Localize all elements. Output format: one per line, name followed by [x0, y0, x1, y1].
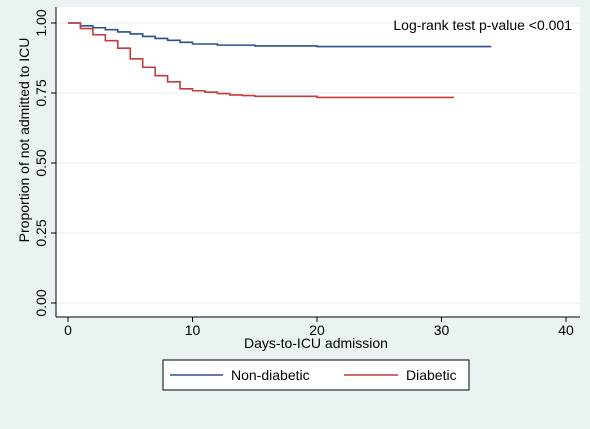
x-tick-label: 40 [558, 322, 574, 338]
x-tick-label: 0 [64, 322, 72, 338]
y-tick-label: 0.50 [33, 149, 49, 176]
x-tick-label: 10 [185, 322, 201, 338]
y-tick-label: 0.00 [33, 289, 49, 316]
gridlines [56, 22, 580, 304]
series-line-diabetic [68, 22, 454, 99]
x-axis-title: Days-to-ICU admission [244, 335, 388, 351]
y-tick-label: 0.75 [33, 79, 49, 106]
legend: Non-diabetic Diabetic [162, 359, 470, 391]
series-line-non-diabetic [68, 22, 492, 48]
logrank-annotation: Log-rank test p-value <0.001 [393, 17, 572, 33]
y-axis-ticks: 0.00 0.25 0.50 0.75 1.00 [33, 9, 56, 317]
y-tick-label: 1.00 [33, 9, 49, 36]
y-axis-title: Proportion of not admitted to ICU [16, 38, 32, 243]
x-axis-ticks: 0 10 20 30 40 [64, 317, 574, 338]
plot-area [56, 7, 580, 317]
series-lines [68, 22, 492, 99]
legend-label-diabetic: Diabetic [406, 367, 457, 383]
x-tick-label: 20 [309, 322, 325, 338]
x-tick-label: 30 [434, 322, 450, 338]
y-tick-label: 0.25 [33, 219, 49, 246]
legend-label-non-diabetic: Non-diabetic [231, 367, 310, 383]
